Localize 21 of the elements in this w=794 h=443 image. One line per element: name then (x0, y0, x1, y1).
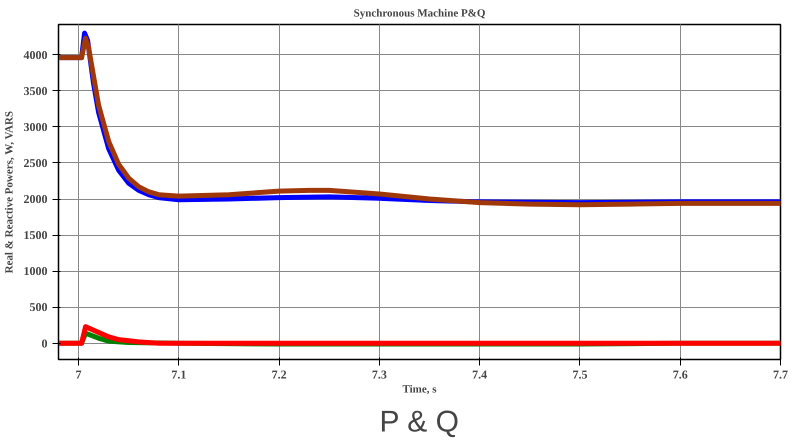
y-tick-label: 3000 (24, 120, 48, 134)
x-tick-label: 7.7 (773, 368, 788, 382)
text: P & Q (379, 406, 459, 438)
x-tick-label: 7.3 (372, 368, 387, 382)
x-tick-label: 7.1 (171, 368, 186, 382)
y-tick-label: 3500 (24, 84, 48, 98)
y-tick-label: 0 (42, 336, 48, 350)
y-tick-label: 2000 (24, 192, 48, 206)
y-tick-label: 4000 (24, 48, 48, 62)
y-tick-label: 1500 (24, 228, 48, 242)
y-tick-label: 2500 (24, 156, 48, 170)
x-tick-label: 7.2 (272, 368, 287, 382)
x-tick-label: 7 (76, 368, 82, 382)
chart-title: Synchronous Machine P&Q (354, 8, 486, 20)
x-tick-label: 7.6 (672, 368, 688, 382)
y-axis-title: Real & Reactive Powers, W, VARS (4, 110, 16, 274)
x-tick-label: 7.4 (472, 368, 488, 382)
x-tick-label: 7.5 (572, 368, 588, 382)
x-axis-title: Time, s (402, 384, 438, 396)
y-tick-label: 1000 (24, 264, 48, 278)
y-tick-label: 500 (30, 300, 48, 314)
